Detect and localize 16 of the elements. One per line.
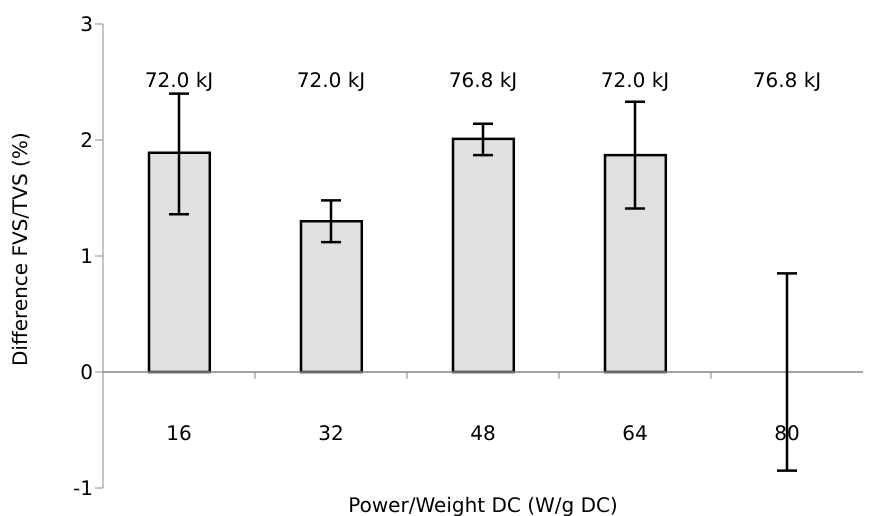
x-tick-label: 16 [166, 421, 192, 445]
y-tick-label: 2 [80, 128, 93, 152]
y-axis-title: Difference FVS/TVS (%) [8, 132, 32, 366]
annotation: 76.8 kJ [448, 68, 518, 92]
x-axis-title: Power/Weight DC (W/g DC) [348, 493, 618, 516]
annotation: 72.0 kJ [600, 68, 670, 92]
y-tick-label: 0 [80, 360, 93, 384]
annotation: 76.8 kJ [752, 68, 822, 92]
y-tick-label: 1 [80, 244, 93, 268]
x-tick-label: 32 [318, 421, 344, 445]
x-tick-label: 48 [470, 421, 496, 445]
annotation: 72.0 kJ [296, 68, 366, 92]
y-tick-label: -1 [73, 476, 93, 500]
y-tick-label: 3 [80, 12, 93, 36]
annotation: 72.0 kJ [144, 68, 214, 92]
x-tick-label: 64 [622, 421, 648, 445]
